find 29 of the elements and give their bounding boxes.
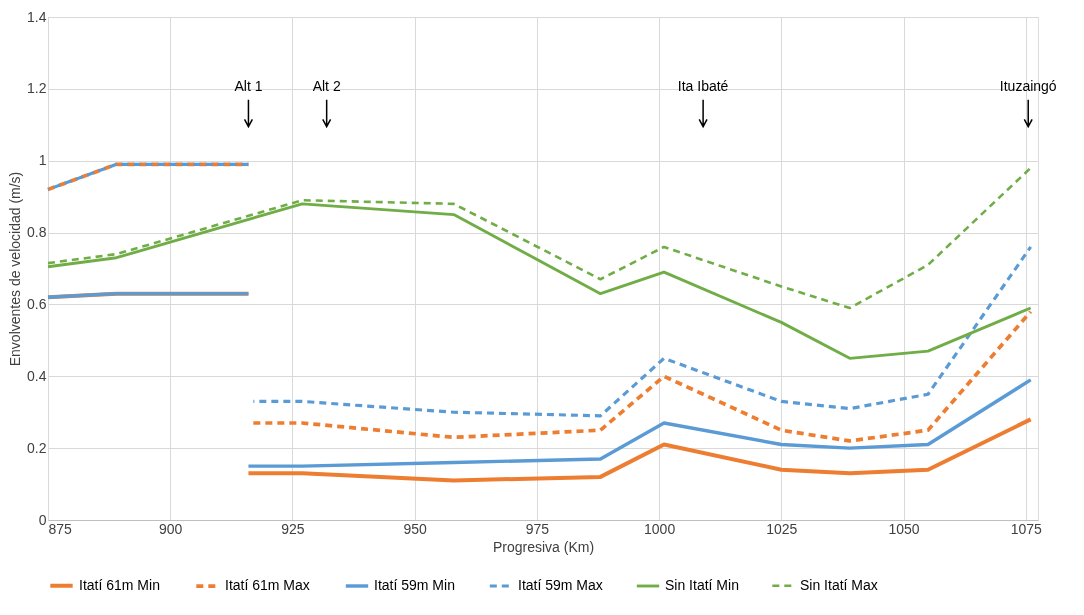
- y-tick-label: 1: [38, 152, 47, 169]
- legend-label: Itatí 59m Max: [518, 577, 603, 593]
- x-tick-label: 1025: [766, 520, 798, 537]
- y-tick-label: 0.2: [27, 439, 47, 456]
- y-tick-label: 1.2: [27, 80, 47, 97]
- x-tick-label: 925: [281, 520, 305, 537]
- ref-line-label: Ituzaingó: [999, 78, 1057, 95]
- x-tick-label: 875: [48, 520, 73, 537]
- y-tick-label: 0.6: [27, 295, 47, 312]
- legend-label: Itatí 61m Min: [79, 576, 160, 593]
- ref-line-label: Ita Ibaté: [677, 78, 729, 95]
- y-axis-title: Envolventes de velocidad (m/s): [7, 171, 24, 367]
- y-tick-label: 1.4: [27, 8, 47, 25]
- legend-label: Itatí 59m Min: [374, 577, 455, 593]
- ref-line-label: Alt 2: [312, 78, 341, 95]
- x-tick-label: 950: [403, 520, 428, 537]
- x-tick-label: 1000: [644, 520, 676, 537]
- legend-label: Sin Itatí Max: [800, 576, 878, 593]
- y-tick-label: 0.8: [27, 224, 47, 241]
- x-tick-label: 1075: [1010, 520, 1043, 537]
- x-tick-label: 1050: [888, 520, 920, 537]
- x-tick-label: 900: [159, 520, 183, 537]
- y-tick-label: 0: [38, 511, 47, 528]
- x-tick-label: 975: [525, 520, 550, 537]
- ref-line-label: Alt 1: [234, 78, 263, 95]
- legend-label: Itatí 61m Max: [225, 577, 310, 594]
- x-axis-title: Progresiva (Km): [492, 538, 595, 555]
- legend-label: Sin Itatí Min: [665, 577, 739, 593]
- y-tick-label: 0.4: [27, 367, 47, 384]
